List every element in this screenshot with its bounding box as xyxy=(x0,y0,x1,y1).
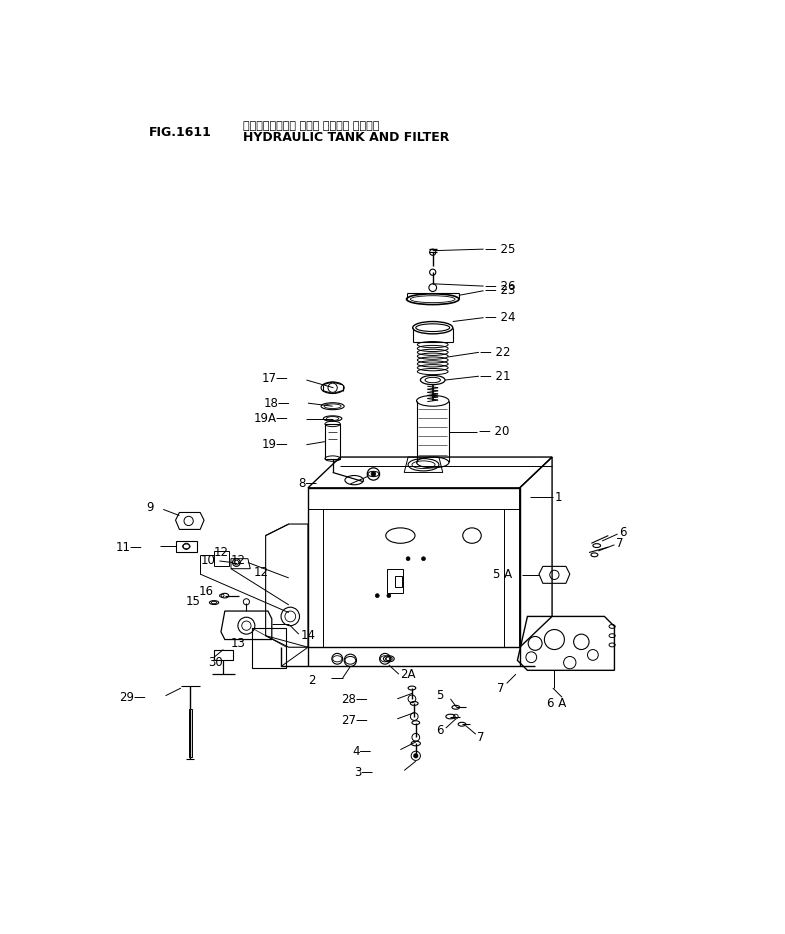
Text: 8—: 8— xyxy=(298,477,317,490)
Circle shape xyxy=(387,594,391,598)
Text: 1: 1 xyxy=(554,490,562,503)
Circle shape xyxy=(375,594,379,598)
Text: 19A—: 19A— xyxy=(254,412,289,425)
Text: 17—: 17— xyxy=(262,372,289,385)
Text: 7: 7 xyxy=(477,730,485,743)
Text: 6: 6 xyxy=(619,526,626,539)
Text: — 26: — 26 xyxy=(485,279,516,292)
Circle shape xyxy=(406,557,410,560)
Text: 2A: 2A xyxy=(400,668,416,681)
Text: 7: 7 xyxy=(616,537,623,550)
Text: 29—: 29— xyxy=(119,691,146,704)
Text: — 20: — 20 xyxy=(479,425,509,438)
Text: 28—: 28— xyxy=(341,693,368,706)
Text: 5 A: 5 A xyxy=(493,569,512,581)
Text: 27—: 27— xyxy=(341,714,368,727)
Text: — 24: — 24 xyxy=(485,311,516,324)
Text: 14: 14 xyxy=(301,630,316,643)
Bar xyxy=(176,541,197,552)
Text: 18—: 18— xyxy=(264,397,290,410)
Text: FIG.1611: FIG.1611 xyxy=(148,125,211,138)
Circle shape xyxy=(422,557,425,560)
Text: 12: 12 xyxy=(254,566,269,579)
Text: 30: 30 xyxy=(208,656,223,669)
Circle shape xyxy=(371,472,376,476)
Text: 6 A: 6 A xyxy=(546,697,566,710)
Text: 11—: 11— xyxy=(115,541,142,554)
Text: — 25: — 25 xyxy=(485,243,516,256)
Text: 7: 7 xyxy=(498,682,505,695)
Text: ハイト・ロリック タンク オヨビ・ フィルタ: ハイト・ロリック タンク オヨビ・ フィルタ xyxy=(243,120,379,131)
Text: 4—: 4— xyxy=(352,744,371,757)
Text: HYDRAULIC TANK AND FILTER: HYDRAULIC TANK AND FILTER xyxy=(243,131,449,144)
Text: — 21: — 21 xyxy=(480,370,511,383)
Circle shape xyxy=(414,754,418,758)
Text: 12: 12 xyxy=(214,546,229,559)
Bar xyxy=(188,709,192,757)
Bar xyxy=(395,576,402,587)
Text: 13: 13 xyxy=(231,637,246,650)
Text: 10: 10 xyxy=(200,554,215,567)
Text: 12: 12 xyxy=(231,554,246,567)
Text: 5: 5 xyxy=(436,689,444,702)
Text: 3—: 3— xyxy=(354,766,374,779)
Bar xyxy=(387,569,403,593)
Text: — 22: — 22 xyxy=(480,346,511,359)
Text: 16: 16 xyxy=(199,586,214,599)
Text: 15: 15 xyxy=(185,595,200,608)
Bar xyxy=(325,424,341,459)
Text: 6: 6 xyxy=(436,724,444,737)
Text: 2: 2 xyxy=(308,673,316,686)
Text: — 23: — 23 xyxy=(485,284,516,297)
Text: 19—: 19— xyxy=(262,438,289,451)
Text: 9: 9 xyxy=(146,502,154,515)
